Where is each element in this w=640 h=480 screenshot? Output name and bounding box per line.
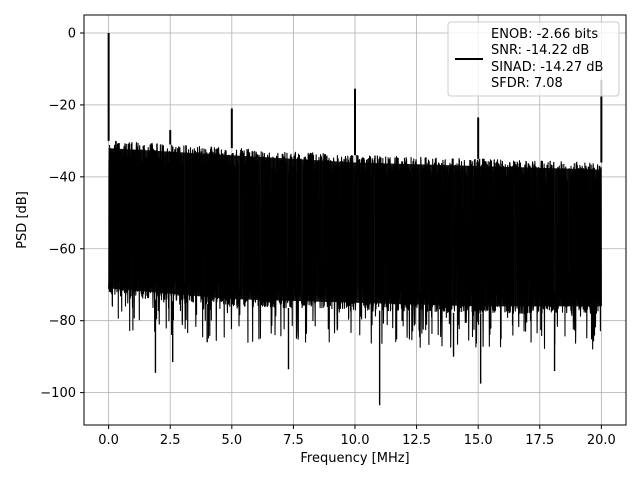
x-axis: 0.0 2.5 5.0 7.5 10.0 12.5 15.0 17.5 20.0: [98, 425, 616, 448]
y-tick-label: −80: [49, 314, 76, 329]
legend-box: [447, 21, 620, 97]
y-tick-label: 0: [68, 26, 76, 41]
x-tick-label: 5.0: [221, 433, 242, 448]
plot-area: [107, 32, 603, 406]
legend-entry-enob: ENOB: -2.66 bits: [491, 27, 598, 42]
legend-entry-sinad: SINAD: -14.27 dB: [491, 60, 603, 75]
y-tick-label: −100: [40, 386, 76, 401]
y-axis-label: PSD [dB]: [15, 191, 30, 249]
legend-entry-snr: SNR: -14.22 dB: [491, 43, 589, 58]
x-tick-label: 15.0: [464, 433, 493, 448]
data-layer: [107, 32, 603, 406]
x-tick-label: 17.5: [525, 433, 554, 448]
y-axis: 0 −20 −40 −60 −80 −100: [40, 26, 84, 401]
x-tick-label: 2.5: [160, 433, 181, 448]
x-tick-label: 12.5: [402, 433, 431, 448]
x-tick-label: 10.0: [341, 433, 370, 448]
legend-entry-sfdr: SFDR: 7.08: [491, 76, 563, 91]
y-tick-label: −40: [49, 170, 76, 185]
psd-noise-band: [108, 148, 602, 307]
x-tick-label: 0.0: [98, 433, 119, 448]
legend: ENOB: -2.66 bits SNR: -14.22 dB SINAD: -…: [447, 21, 620, 97]
x-tick-label: 20.0: [587, 433, 616, 448]
x-axis-label: Frequency [MHz]: [300, 451, 409, 466]
y-tick-label: −60: [49, 242, 76, 257]
y-tick-label: −20: [49, 98, 76, 113]
x-tick-label: 7.5: [283, 433, 304, 448]
